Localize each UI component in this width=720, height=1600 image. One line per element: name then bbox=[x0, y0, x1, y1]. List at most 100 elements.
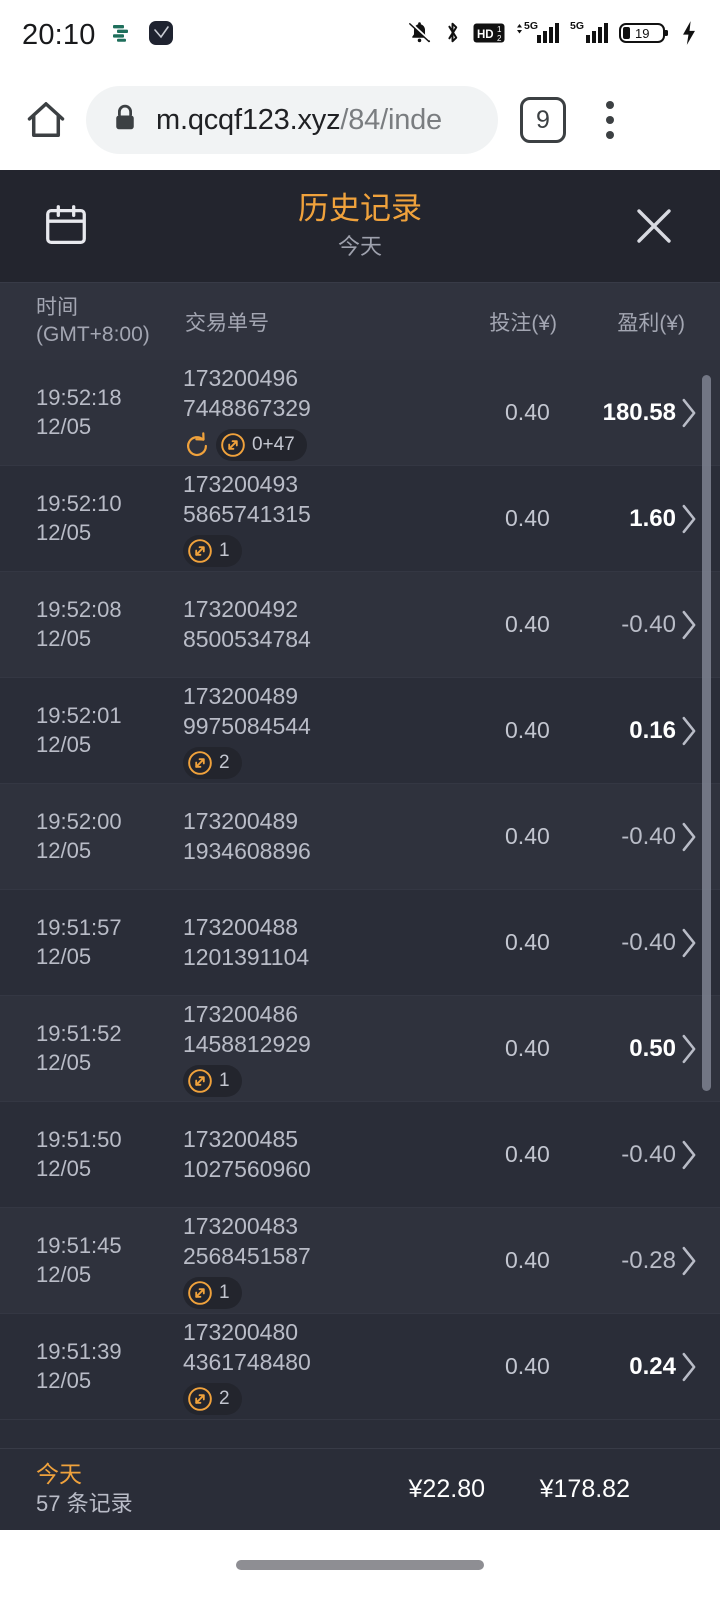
row-detail-chevron[interactable] bbox=[676, 607, 720, 643]
url-domain: m.qcqf123.xyz bbox=[156, 103, 341, 136]
money-transfer-icon bbox=[110, 21, 134, 50]
row-detail-chevron[interactable] bbox=[676, 1349, 720, 1385]
row-profit-amount: 0.50 bbox=[629, 1034, 676, 1062]
page-title: 历史记录 bbox=[298, 190, 422, 226]
android-status-bar: 20:10 bbox=[0, 0, 720, 70]
table-row[interactable]: 19:51:52 12/05 173200486 1458812929 1 0.40 0.5… bbox=[0, 996, 720, 1102]
row-detail-chevron[interactable] bbox=[676, 501, 720, 537]
row-date-value: 12/05 bbox=[36, 943, 92, 969]
row-detail-chevron[interactable] bbox=[676, 819, 720, 855]
row-order-id: 173200489 9975084544 2 bbox=[182, 682, 402, 779]
row-bet-amount: 0.40 bbox=[505, 929, 550, 955]
row-badges: 0+47 bbox=[183, 428, 402, 461]
table-row[interactable]: 19:52:00 12/05 173200489 1934608896 0.40 -0.4… bbox=[0, 784, 720, 890]
table-column-headers: 时间 (GMT+8:00) 交易单号 投注(¥) 盈利(¥) bbox=[0, 282, 720, 360]
row-time: 19:52:08 12/05 bbox=[0, 596, 183, 652]
row-profit-amount: 0.16 bbox=[629, 716, 676, 744]
multiplier-badge-text: 2 bbox=[218, 751, 230, 773]
row-time-value: 19:52:01 bbox=[36, 703, 122, 729]
chevron-right-icon bbox=[682, 1246, 696, 1275]
row-date-value: 12/05 bbox=[36, 519, 92, 545]
row-time: 19:51:45 12/05 bbox=[0, 1232, 183, 1288]
column-header-profit: 盈利(¥) bbox=[617, 311, 685, 335]
row-order-id: 173200492 8500534784 bbox=[183, 595, 402, 654]
url-bar[interactable]: m.qcqf123.xyz/84/inde bbox=[86, 86, 498, 154]
row-bet-amount: 0.40 bbox=[505, 505, 550, 531]
svg-text:HD: HD bbox=[477, 29, 494, 41]
row-order-id: 173200493 5865741315 1 bbox=[182, 470, 402, 567]
row-bet-amount: 0.40 bbox=[505, 611, 550, 637]
bell-muted-icon bbox=[407, 20, 432, 50]
row-bet-amount: 0.40 bbox=[505, 399, 550, 425]
row-badges: 2 bbox=[182, 746, 402, 779]
row-time-value: 19:51:50 bbox=[36, 1127, 122, 1153]
row-detail-chevron[interactable] bbox=[676, 713, 720, 749]
row-bet-amount: 0.40 bbox=[505, 1353, 550, 1379]
signal-5g-icon: 5G bbox=[516, 19, 559, 51]
row-order-line2: 5865741315 bbox=[182, 500, 311, 527]
row-detail-chevron[interactable] bbox=[676, 925, 720, 961]
multiplier-badge-text: 1 bbox=[218, 539, 230, 561]
table-row[interactable]: 19:52:10 12/05 173200493 5865741315 1 0.40 1.6… bbox=[0, 466, 720, 572]
row-time-value: 19:51:39 bbox=[36, 1339, 122, 1365]
row-time-value: 19:51:57 bbox=[36, 915, 122, 941]
row-time-value: 19:52:00 bbox=[36, 809, 122, 835]
svg-text:2: 2 bbox=[497, 34, 502, 43]
close-button[interactable] bbox=[622, 194, 686, 258]
history-table: 19:52:18 12/05 173200496 7448867329 0+47 0.40… bbox=[0, 360, 720, 1448]
row-profit-amount: -0.40 bbox=[621, 822, 676, 850]
home-button[interactable] bbox=[18, 92, 74, 148]
row-time: 19:51:50 12/05 bbox=[0, 1126, 183, 1182]
expand-circle-icon bbox=[188, 1069, 212, 1093]
row-order-id: 173200496 7448867329 0+47 bbox=[183, 364, 402, 461]
multiplier-badge[interactable]: 1 bbox=[182, 1064, 242, 1097]
row-order-line2: 9975084544 bbox=[182, 712, 311, 739]
row-detail-chevron[interactable] bbox=[676, 1031, 720, 1067]
table-row[interactable]: 19:51:50 12/05 173200485 1027560960 0.40 -0.4… bbox=[0, 1102, 720, 1208]
lock-icon bbox=[112, 103, 138, 138]
row-detail-chevron[interactable] bbox=[676, 1137, 720, 1173]
row-order-id: 173200486 1458812929 1 bbox=[182, 1000, 402, 1097]
hd-volte-icon: HD 1 2 bbox=[473, 22, 505, 49]
row-time: 19:51:57 12/05 bbox=[0, 914, 183, 970]
tab-switcher-button[interactable]: 9 bbox=[520, 97, 566, 143]
android-nav-bar bbox=[0, 1530, 720, 1600]
column-header-time: 时间 (GMT+8:00) bbox=[36, 295, 150, 346]
calendar-button[interactable] bbox=[34, 194, 98, 258]
row-detail-chevron[interactable] bbox=[676, 395, 720, 431]
chevron-right-icon bbox=[682, 1140, 696, 1169]
multiplier-badge[interactable]: 1 bbox=[182, 534, 242, 567]
row-profit-amount: 180.58 bbox=[602, 398, 676, 426]
row-time: 19:52:18 12/05 bbox=[0, 384, 183, 440]
svg-text:1: 1 bbox=[497, 25, 502, 34]
table-row[interactable]: 19:51:45 12/05 173200483 2568451587 1 0.40 -0.… bbox=[0, 1208, 720, 1314]
row-order-line1: 173200492 bbox=[182, 596, 299, 623]
column-header-bet: 投注(¥) bbox=[489, 311, 557, 335]
table-row[interactable]: 19:52:01 12/05 173200489 9975084544 2 0.40 0.1… bbox=[0, 678, 720, 784]
url-text: m.qcqf123.xyz/84/inde bbox=[156, 104, 442, 137]
row-order-line1: 173200493 bbox=[182, 471, 299, 498]
expand-circle-icon bbox=[188, 1281, 212, 1305]
table-row[interactable]: 19:51:57 12/05 173200488 1201391104 0.40 -0.4… bbox=[0, 890, 720, 996]
vertical-scrollbar[interactable] bbox=[702, 375, 711, 1091]
battery-icon: 19 bbox=[619, 20, 669, 51]
svg-text:5G: 5G bbox=[570, 20, 584, 32]
table-row[interactable]: 19:52:08 12/05 173200492 8500534784 0.40 -0.4… bbox=[0, 572, 720, 678]
close-icon bbox=[637, 209, 671, 243]
repeat-icon[interactable] bbox=[183, 432, 209, 458]
row-detail-chevron[interactable] bbox=[676, 1243, 720, 1279]
multiplier-badge[interactable]: 2 bbox=[182, 1382, 242, 1415]
table-row[interactable]: 19:51:39 12/05 173200480 4361748480 2 0.40 0.2… bbox=[0, 1314, 720, 1420]
table-row[interactable]: 19:52:18 12/05 173200496 7448867329 0+47 0.40… bbox=[0, 360, 720, 466]
overflow-menu-icon[interactable] bbox=[592, 97, 628, 143]
multiplier-badge[interactable]: 1 bbox=[182, 1276, 242, 1309]
row-order-line1: 173200483 bbox=[182, 1213, 299, 1240]
row-order-line1: 173200488 bbox=[182, 914, 299, 941]
multiplier-badge[interactable]: 2 bbox=[182, 746, 242, 779]
row-date-value: 12/05 bbox=[36, 731, 92, 757]
panel-title-group: 历史记录 今天 bbox=[0, 170, 720, 282]
multiplier-badge[interactable]: 0+47 bbox=[215, 428, 307, 461]
home-gesture-pill[interactable] bbox=[236, 1560, 484, 1570]
chevron-right-icon bbox=[682, 1034, 696, 1063]
multiplier-badge-text: 1 bbox=[218, 1069, 230, 1091]
